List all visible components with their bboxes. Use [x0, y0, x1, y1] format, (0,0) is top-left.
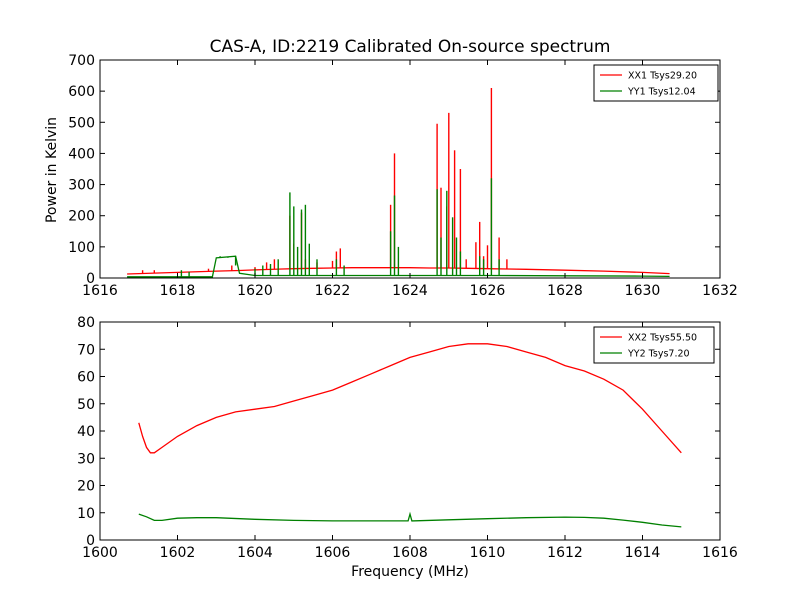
- ytick-label: 20: [77, 479, 95, 495]
- ytick-label: 10: [77, 506, 95, 522]
- bottom-tick-marks: [99, 321, 721, 541]
- series-line-p0-s0: [127, 267, 670, 275]
- xtick-label: 1612: [547, 545, 583, 561]
- ytick-label: 40: [77, 424, 95, 440]
- ytick-label: 300: [68, 178, 95, 194]
- top-ylabel: Power in Kelvin: [44, 117, 60, 223]
- xtick-label: 1616: [702, 545, 738, 561]
- series-line-p1-s0: [138, 343, 682, 454]
- ytick-label: 700: [68, 53, 95, 69]
- xtick-label: 1616: [82, 283, 118, 299]
- xtick-label: 1620: [237, 283, 273, 299]
- ytick-label: 80: [77, 315, 95, 331]
- xtick-label: 1608: [392, 545, 428, 561]
- chart-title: CAS-A, ID:2219 Calibrated On-source spec…: [210, 37, 611, 57]
- xtick-label: 1622: [315, 283, 351, 299]
- top-legend-box: [593, 64, 719, 102]
- bottom-xlabel: Frequency (MHz): [351, 564, 469, 580]
- ytick-label: 0: [86, 533, 95, 549]
- ytick-label: 60: [77, 370, 95, 386]
- xtick-label: 1600: [82, 545, 118, 561]
- bottom-tick-labels: 1600 1602 1604 1606 1608 1610 1612 1614 1616 0 10 2…: [77, 315, 738, 561]
- bottom-series-lines: [138, 343, 682, 528]
- xtick-label: 1610: [470, 545, 506, 561]
- top-legend-label-yy1: YY1 Tsys12.04: [627, 87, 696, 98]
- bottom-legend-label-xx2: XX2 Tsys55.50: [628, 333, 697, 344]
- bottom-legend-box: [593, 326, 715, 364]
- top-tick-labels: 1616 1618 1620 1622 1624 1626 1628 1630 1632 0 100…: [68, 53, 738, 299]
- ytick-label: 0: [86, 271, 95, 287]
- ytick-label: 50: [77, 397, 95, 413]
- ytick-label: 400: [68, 146, 95, 162]
- bottom-panel: 1600 1602 1604 1606 1608 1610 1612 1614 1616 0 10 2…: [77, 315, 738, 580]
- top-legend: XX1 Tsys29.20 YY1 Tsys12.04: [593, 64, 719, 102]
- xtick-label: 1606: [315, 545, 351, 561]
- ytick-label: 500: [68, 115, 95, 131]
- xtick-label: 1624: [392, 283, 428, 299]
- xtick-label: 1632: [702, 283, 738, 299]
- top-tick-marks: [99, 59, 721, 279]
- series-line-p1-s1: [138, 511, 682, 528]
- bottom-legend: XX2 Tsys55.50 YY2 Tsys7.20: [593, 326, 715, 364]
- xtick-label: 1604: [237, 545, 273, 561]
- top-panel: Power in Kelvin 1616 1618 1620 1622 1624 1626…: [44, 53, 738, 299]
- xtick-label: 1626: [470, 283, 506, 299]
- top-series-lines: [127, 88, 670, 278]
- xtick-label: 1602: [160, 545, 196, 561]
- top-legend-label-xx1: XX1 Tsys29.20: [628, 71, 697, 82]
- ytick-label: 200: [68, 209, 95, 225]
- xtick-label: 1618: [160, 283, 196, 299]
- bottom-legend-label-yy2: YY2 Tsys7.20: [627, 349, 690, 360]
- ytick-label: 100: [68, 240, 95, 256]
- xtick-label: 1630: [625, 283, 661, 299]
- xtick-label: 1628: [547, 283, 583, 299]
- ytick-label: 600: [68, 84, 95, 100]
- ytick-label: 30: [77, 451, 95, 467]
- ytick-label: 70: [77, 342, 95, 358]
- xtick-label: 1614: [625, 545, 661, 561]
